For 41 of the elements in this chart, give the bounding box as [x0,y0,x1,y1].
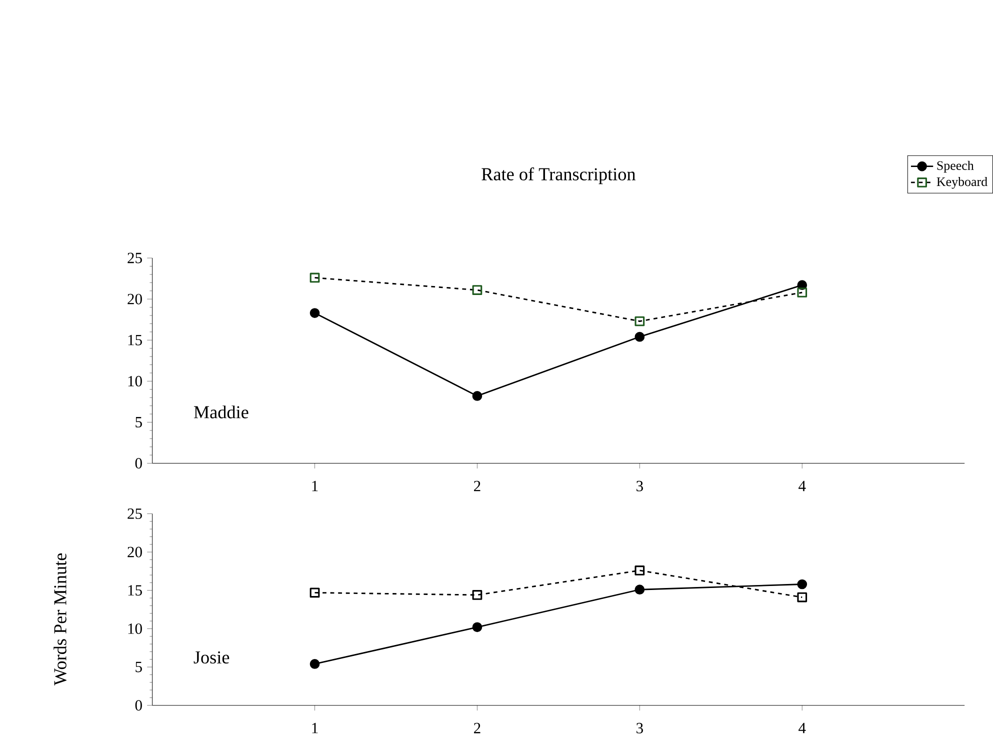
y-tick-label: 25 [128,252,142,264]
point [310,308,320,318]
point [634,566,645,576]
y-tick-label: 0 [135,700,142,711]
point [310,588,320,598]
point [797,288,808,298]
y-tick-label: 25 [128,508,142,520]
annotation: Maddie [194,406,248,419]
y-tick-label: 20 [128,294,142,304]
legend-label: Speech [937,160,974,173]
y-tick-label: 5 [136,417,142,428]
y-tick-label: 10 [128,624,142,634]
point [797,592,808,602]
point [310,659,320,670]
y-tick-label: 15 [128,335,142,346]
point [472,590,482,600]
point [797,579,808,590]
y-tick-label: 10 [128,376,142,387]
x-tick-label: 4 [798,480,806,492]
x-tick-label: 3 [636,723,643,734]
x-tick-label: 2 [474,723,480,734]
point [310,272,320,283]
x-tick-label: 1 [312,480,318,492]
point [634,316,645,326]
y-axis-title: Words Per Minute [54,554,66,686]
x-tick-label: 1 [312,723,318,734]
chart-title: Rate of Transcription [482,168,636,184]
point [472,622,482,632]
y-tick-label: 5 [136,662,142,672]
point [472,285,482,296]
annotation: Josie [194,652,230,664]
y-tick-label: 15 [128,585,142,596]
point [472,391,482,402]
legend-label: Keyboard [936,177,988,189]
point [634,332,645,342]
x-tick-label: 2 [474,480,480,492]
y-tick-label: 0 [135,458,142,469]
y-tick-label: 20 [128,546,142,558]
x-tick-label: 4 [798,723,806,734]
x-tick-label: 3 [636,480,643,492]
point [634,584,645,595]
